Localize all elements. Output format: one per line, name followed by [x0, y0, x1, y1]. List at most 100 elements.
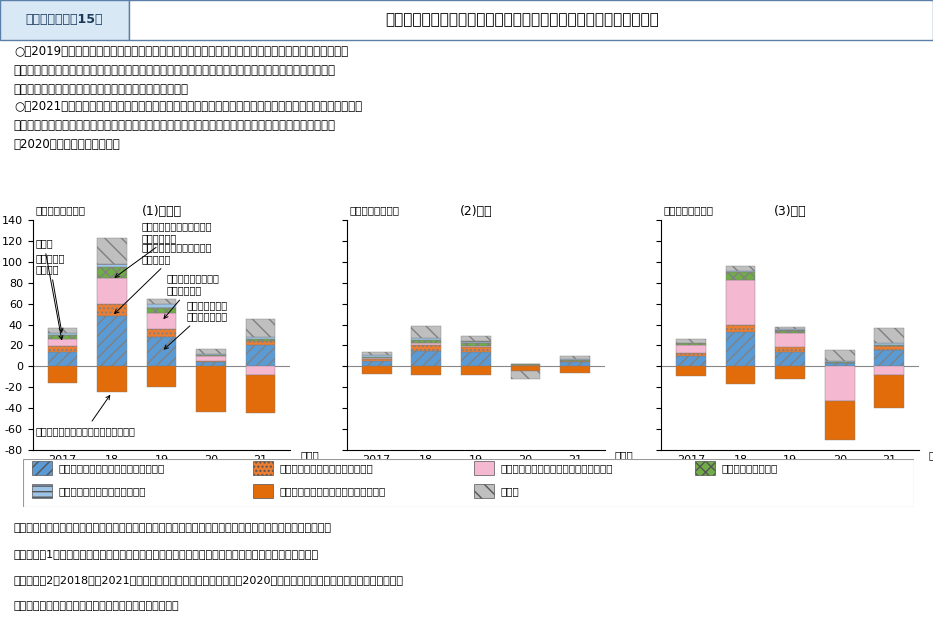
Bar — [146, 299, 176, 304]
Text: 専門的な技能等
をいかせるから: 専門的な技能等 をいかせるから — [164, 300, 228, 349]
Bar — [33, 461, 52, 475]
Bar — [146, 337, 176, 366]
Title: (3)女性: (3)女性 — [773, 205, 806, 218]
Bar — [245, 341, 275, 345]
Title: (1)男女計: (1)男女計 — [142, 205, 182, 218]
Bar — [146, 366, 176, 387]
Text: （前年差、万人）: （前年差、万人） — [350, 205, 399, 215]
Bar — [33, 484, 52, 498]
Bar — [676, 339, 706, 343]
Text: 資料出所　総務省統計局「労働力調査（詳細集計）」をもとに厚生労働省政策統括官付政策統括室にて作成: 資料出所 総務省統計局「労働力調査（詳細集計）」をもとに厚生労働省政策統括官付政… — [14, 523, 332, 533]
Text: （年）: （年） — [300, 450, 319, 460]
Bar — [146, 304, 176, 308]
Bar — [825, 361, 855, 362]
Bar — [775, 330, 805, 334]
Bar — [146, 329, 176, 337]
Bar — [48, 328, 77, 333]
Bar — [97, 264, 127, 267]
Bar — [48, 352, 77, 366]
Bar — [48, 333, 77, 336]
Bar — [825, 401, 855, 440]
Bar — [510, 371, 540, 380]
Bar — [461, 352, 491, 366]
Bar — [253, 461, 272, 475]
Bar — [726, 271, 756, 272]
Bar — [0, 0, 129, 40]
Text: 家事・育児・介護等と両立しやすいから: 家事・育児・介護等と両立しやすいから — [501, 463, 613, 473]
Bar — [825, 363, 855, 366]
Bar — [362, 352, 392, 355]
Bar — [560, 361, 590, 362]
Bar — [874, 375, 904, 408]
Bar — [461, 336, 491, 341]
Bar — [560, 362, 590, 366]
Text: （年）: （年） — [615, 450, 634, 460]
Bar — [48, 339, 77, 346]
Text: 非正規雇用を選択している理由別にみた非正規雇用労働者数の動向: 非正規雇用を選択している理由別にみた非正規雇用労働者数の動向 — [385, 12, 660, 27]
Bar — [48, 346, 77, 352]
Text: 正規の職員・従業員の仕事がないから: 正規の職員・従業員の仕事がないから — [280, 486, 386, 496]
Bar — [97, 304, 127, 316]
Bar — [362, 361, 392, 366]
Text: 自分の都合のよい時間に働きたいから: 自分の都合のよい時間に働きたいから — [59, 463, 165, 473]
Bar — [461, 341, 491, 343]
Text: 基準のベンチマーク人口に基づいた数値。: 基準のベンチマーク人口に基づいた数値。 — [14, 600, 179, 611]
Bar — [48, 366, 77, 383]
Bar — [48, 336, 77, 339]
Text: 家事・育児・介護等と両立
しやすいから: 家事・育児・介護等と両立 しやすいから — [115, 221, 212, 278]
Bar — [196, 361, 226, 362]
Bar — [726, 332, 756, 366]
Bar — [461, 346, 491, 348]
Bar — [560, 366, 590, 373]
Bar — [411, 345, 441, 351]
Bar — [411, 366, 441, 375]
Bar — [362, 366, 392, 374]
Bar — [146, 308, 176, 313]
Bar — [676, 345, 706, 353]
Bar — [411, 338, 441, 340]
Bar — [726, 272, 756, 279]
Text: 通勤時間が短いから: 通勤時間が短いから — [722, 463, 778, 473]
Bar — [775, 348, 805, 352]
Bar — [411, 343, 441, 345]
Text: （前年差、万人）: （前年差、万人） — [35, 205, 85, 215]
Bar — [874, 328, 904, 343]
Text: ○　2021年は、「自分の都合のよい時間に働きたいから」という理由で非正規雇用を選択する者が増加し
　たが、女性では「家事・育児・介護等と両立しやすいから」とい: ○ 2021年は、「自分の都合のよい時間に働きたいから」という理由で非正規雇用を… — [14, 100, 362, 151]
Bar — [726, 366, 756, 384]
Bar — [474, 461, 494, 475]
Bar — [245, 366, 275, 375]
Text: その他: その他 — [35, 238, 63, 339]
Bar — [676, 366, 706, 376]
Text: 家計の補助・学費等を得たいから: 家計の補助・学費等を得たいから — [280, 463, 374, 473]
Bar — [362, 359, 392, 361]
Bar — [775, 352, 805, 366]
Bar — [695, 461, 715, 475]
Bar — [825, 350, 855, 361]
Bar — [874, 346, 904, 350]
Bar — [245, 319, 275, 336]
Bar — [245, 336, 275, 339]
Bar — [97, 278, 127, 304]
Bar — [676, 353, 706, 356]
Bar — [97, 267, 127, 278]
Bar — [676, 356, 706, 366]
Text: ○　2019年までは、「正規の職員・従業員の仕事がないから」という理由で非正規雇用を選択する者
　が男女ともに減少傾向にあった一方で、「自分の都合のよい時間に働: ○ 2019年までは、「正規の職員・従業員の仕事がないから」という理由で非正規雇… — [14, 45, 348, 96]
Text: その他: その他 — [501, 486, 520, 496]
Bar — [874, 343, 904, 345]
Text: 2）2018年～2021年までの数値は、ベンチマーク人口を2020年国勢調査基準に切り替えたことに伴い、新: 2）2018年～2021年までの数値は、ベンチマーク人口を2020年国勢調査基準… — [14, 575, 404, 584]
Bar — [874, 345, 904, 346]
Text: 通勤時間が
短いから: 通勤時間が 短いから — [35, 253, 64, 332]
Text: （前年差、万人）: （前年差、万人） — [663, 205, 714, 215]
Text: 正規の職員・従業員の仕事がないから: 正規の職員・従業員の仕事がないから — [35, 396, 135, 436]
Bar — [253, 484, 272, 498]
Bar — [775, 334, 805, 348]
Bar — [97, 366, 127, 392]
Text: （年）: （年） — [929, 450, 933, 460]
Bar — [461, 348, 491, 352]
Bar — [510, 366, 540, 371]
Bar — [362, 357, 392, 359]
Bar — [196, 355, 226, 357]
Bar — [196, 362, 226, 366]
Bar — [775, 327, 805, 329]
Bar — [196, 357, 226, 361]
